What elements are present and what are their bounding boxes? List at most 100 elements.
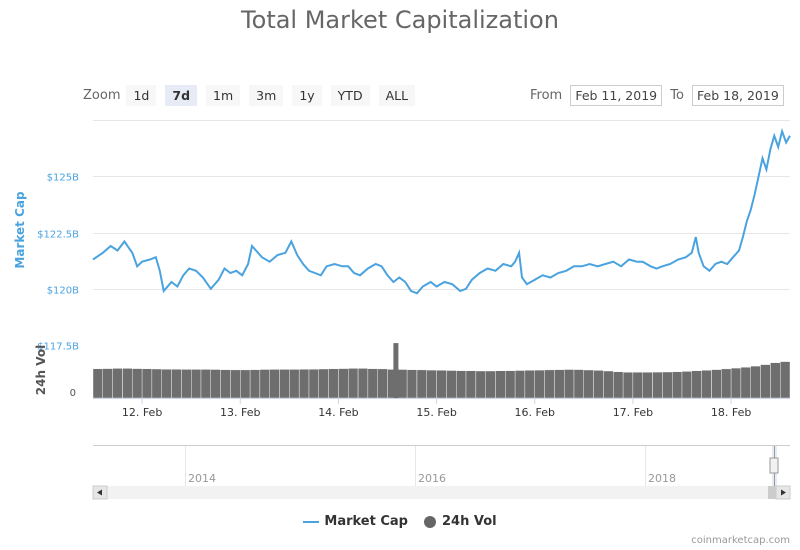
volume-bar bbox=[112, 368, 123, 399]
volume-bar bbox=[730, 367, 742, 399]
volume-bar bbox=[102, 368, 113, 399]
volume-bar bbox=[672, 371, 683, 399]
market-cap-axis-label: Market Cap bbox=[13, 191, 27, 269]
navigator-scrollbar-left-button[interactable] bbox=[92, 485, 108, 500]
navigator-scrollbar-thumb[interactable] bbox=[768, 486, 777, 499]
volume-bar bbox=[259, 369, 270, 399]
volume-bar bbox=[593, 370, 604, 399]
volume-bar bbox=[662, 371, 673, 399]
volume-bar bbox=[161, 369, 172, 399]
legend: Market Cap 24h Vol bbox=[0, 514, 800, 529]
market-cap-y-axis: $117.5B $120B $122.5B $125B bbox=[37, 173, 79, 353]
volume-bar bbox=[603, 370, 614, 399]
volume-bar bbox=[436, 370, 447, 399]
volume-bar bbox=[92, 368, 104, 399]
volume-bar bbox=[524, 370, 535, 399]
market-cap-y-tick-label: $122.5B bbox=[37, 230, 79, 241]
volume-bar bbox=[416, 369, 428, 399]
volume-bar bbox=[289, 369, 300, 399]
volume-bar bbox=[632, 372, 643, 399]
navigator-tick-label: 2018 bbox=[648, 472, 676, 485]
volume-bar bbox=[328, 368, 339, 399]
zoom-1d-button[interactable]: 1d bbox=[126, 84, 157, 106]
line-swatch-icon bbox=[303, 520, 320, 523]
to-label: To bbox=[670, 87, 684, 103]
x-axis: 12. Feb 13. Feb 14. Feb 15. Feb 16. Feb 17. F… bbox=[122, 399, 751, 419]
volume-bar bbox=[495, 370, 506, 399]
from-date-input[interactable] bbox=[570, 84, 663, 106]
volume-bar bbox=[760, 364, 771, 399]
legend-label-market-cap: Market Cap bbox=[324, 514, 408, 529]
zoom-controls: Zoom 1d 7d 1m 3m 1y YTD ALL bbox=[83, 84, 424, 106]
volume-bar bbox=[770, 362, 781, 399]
circle-swatch-icon bbox=[423, 515, 436, 528]
zoom-7d-button[interactable]: 7d bbox=[165, 84, 198, 106]
volume-bar bbox=[456, 370, 467, 399]
volume-bar bbox=[230, 369, 241, 399]
chart-title: Total Market Capitalization bbox=[241, 6, 559, 34]
volume-bar bbox=[249, 369, 261, 399]
volume-bar bbox=[393, 343, 399, 398]
volume-bar bbox=[426, 369, 437, 399]
grid-lines bbox=[93, 120, 790, 290]
navigator-axis: 2014 2016 2018 bbox=[185, 446, 676, 486]
volume-bar bbox=[780, 361, 791, 399]
volume-bar bbox=[210, 369, 221, 399]
x-tick-label: 13. Feb bbox=[220, 406, 260, 419]
volume-y-tick-label: 0 bbox=[70, 388, 76, 399]
volume-bar bbox=[348, 368, 359, 399]
zoom-3m-button[interactable]: 3m bbox=[249, 84, 284, 106]
volume-bar bbox=[200, 369, 212, 399]
x-tick-label: 17. Feb bbox=[613, 406, 653, 419]
market-cap-y-tick-label: $117.5B bbox=[37, 342, 79, 353]
volume-bar bbox=[141, 368, 153, 399]
volume-bar bbox=[514, 370, 526, 399]
to-date-input[interactable] bbox=[691, 84, 784, 106]
volume-bar bbox=[338, 368, 349, 399]
volume-bar bbox=[721, 368, 732, 399]
volume-series bbox=[92, 343, 791, 399]
from-label: From bbox=[530, 87, 563, 103]
volume-bar bbox=[485, 370, 496, 399]
volume-bar bbox=[377, 368, 388, 399]
volume-bar bbox=[564, 369, 575, 399]
x-tick-label: 15. Feb bbox=[416, 406, 456, 419]
volume-bar bbox=[406, 369, 418, 399]
x-tick-label: 12. Feb bbox=[122, 406, 162, 419]
volume-bar bbox=[269, 369, 280, 399]
scroll-right-arrow-icon bbox=[781, 489, 786, 496]
volume-bar bbox=[740, 367, 751, 399]
legend-item-volume[interactable]: 24h Vol bbox=[423, 514, 497, 529]
legend-item-market-cap[interactable]: Market Cap bbox=[303, 514, 408, 529]
navigator-scrollbar-track[interactable] bbox=[93, 486, 790, 499]
volume-bar bbox=[151, 368, 162, 399]
volume-bar bbox=[652, 371, 663, 399]
volume-bar bbox=[465, 370, 477, 399]
zoom-label: Zoom bbox=[83, 87, 121, 103]
navigator-selected-range[interactable] bbox=[772, 446, 777, 486]
navigator-handle[interactable] bbox=[769, 457, 779, 474]
zoom-all-button[interactable]: ALL bbox=[378, 84, 416, 106]
volume-bar bbox=[220, 369, 231, 399]
zoom-1m-button[interactable]: 1m bbox=[206, 84, 241, 106]
x-tick-label: 16. Feb bbox=[515, 406, 555, 419]
volume-bar bbox=[308, 369, 320, 399]
volume-bar bbox=[132, 368, 143, 399]
volume-bar bbox=[318, 368, 329, 399]
navigator: 2014 2016 2018 bbox=[92, 445, 791, 500]
legend-label-volume: 24h Vol bbox=[441, 514, 497, 529]
volume-bar bbox=[367, 368, 378, 399]
volume-bar bbox=[357, 368, 369, 399]
volume-bar bbox=[171, 369, 182, 399]
volume-bar bbox=[122, 368, 133, 399]
volume-bar bbox=[622, 372, 634, 399]
volume-bar bbox=[240, 369, 251, 399]
zoom-ytd-button[interactable]: YTD bbox=[330, 84, 370, 106]
volume-bar bbox=[711, 369, 722, 399]
x-tick-label: 18. Feb bbox=[711, 406, 751, 419]
navigator-scrollbar-right-button[interactable] bbox=[775, 485, 791, 500]
zoom-1y-button[interactable]: 1y bbox=[292, 84, 322, 106]
volume-bar bbox=[583, 369, 594, 399]
volume-bar bbox=[613, 371, 624, 399]
